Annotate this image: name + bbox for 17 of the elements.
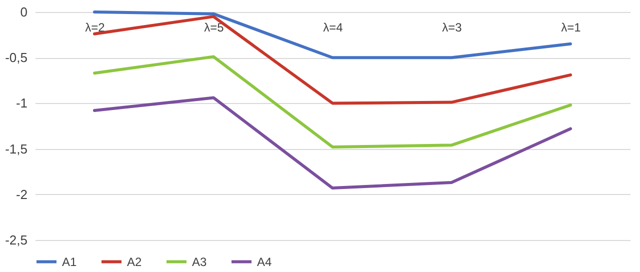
legend-label: A1 bbox=[62, 254, 78, 269]
x-tick-label: λ=2 bbox=[85, 20, 106, 34]
y-tick-label: 0 bbox=[20, 4, 28, 20]
y-tick-label: -2,5 bbox=[5, 232, 28, 248]
line-series bbox=[93, 55, 572, 148]
y-tick-label: -2 bbox=[16, 186, 28, 202]
y-tick-label: -1 bbox=[16, 96, 28, 111]
y-tick-label: -1,5 bbox=[5, 141, 28, 156]
x-tick-label: λ=3 bbox=[442, 20, 462, 34]
legend-label: A3 bbox=[192, 254, 208, 269]
legend-label: A4 bbox=[257, 254, 272, 269]
line-series bbox=[93, 96, 572, 190]
legend-label: A2 bbox=[127, 254, 142, 269]
x-tick-label: λ=1 bbox=[561, 20, 582, 34]
x-tick-label: λ=4 bbox=[323, 20, 344, 34]
y-tick-label: -0,5 bbox=[5, 50, 28, 66]
x-tick-label: λ=5 bbox=[204, 20, 224, 34]
